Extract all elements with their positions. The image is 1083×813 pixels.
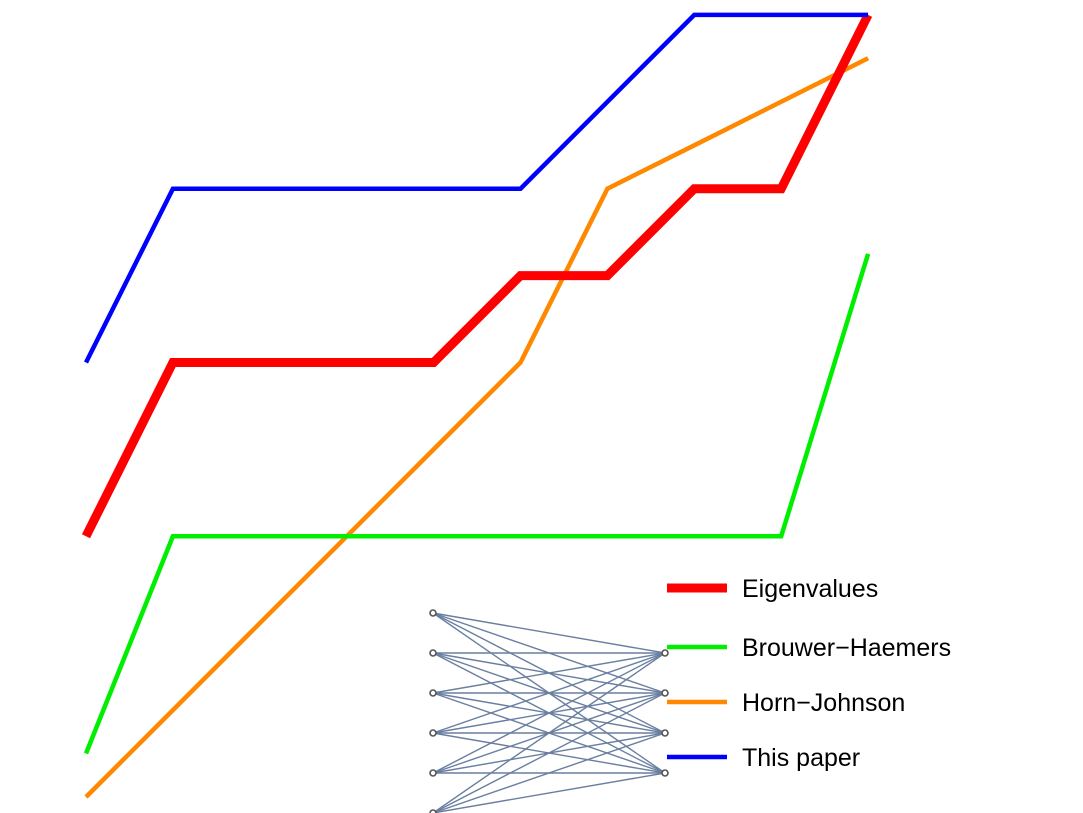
legend-label-horn-johnson: Horn−Johnson xyxy=(742,689,905,717)
bipartite-graph-inset xyxy=(429,609,669,813)
graph-vertex xyxy=(661,729,669,737)
graph-vertex xyxy=(429,609,437,617)
graph-vertex xyxy=(661,649,669,657)
legend: Eigenvalues Brouwer−Haemers Horn−Johnson… xyxy=(667,575,951,772)
graph-edge xyxy=(432,732,666,813)
legend-label-this-paper: This paper xyxy=(742,744,860,772)
graph-vertex xyxy=(661,689,669,697)
graph-edge xyxy=(432,692,666,813)
graph-vertex xyxy=(429,689,437,697)
legend-label-eigenvalues: Eigenvalues xyxy=(742,575,878,603)
series-line-brouwer-haemers xyxy=(83,253,871,755)
graph-edge xyxy=(432,772,666,813)
graph-vertex xyxy=(429,649,437,657)
series-line-horn-johnson xyxy=(84,56,870,799)
graph-vertex xyxy=(429,729,437,737)
graph-edge xyxy=(432,652,666,813)
graph-vertex xyxy=(661,769,669,777)
series-line-this-paper xyxy=(83,12,869,364)
graph-edge xyxy=(432,652,666,734)
graph-vertex xyxy=(429,769,437,777)
graph-edge xyxy=(432,652,666,694)
series-line-eigenvalues xyxy=(81,12,873,539)
legend-label-brouwer-haemers: Brouwer−Haemers xyxy=(742,634,951,662)
graph-edge xyxy=(432,652,666,774)
graph-vertex xyxy=(429,809,437,813)
graph-edge xyxy=(432,612,666,654)
series-layer xyxy=(81,12,873,799)
